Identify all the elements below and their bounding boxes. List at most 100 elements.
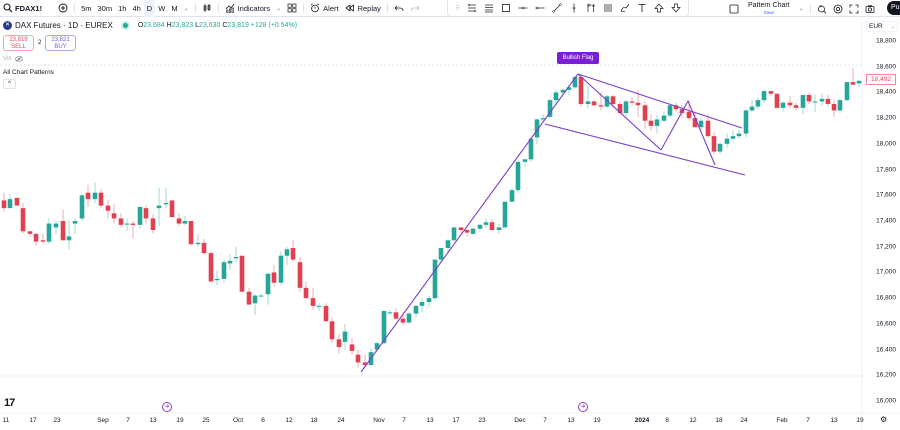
price-tick-label: 17,600	[876, 191, 896, 199]
pattern-trendline[interactable]	[360, 73, 579, 373]
high-label: H	[166, 22, 172, 29]
pattern-trendline[interactable]	[577, 73, 662, 151]
price-tick-label: 17,800	[876, 166, 896, 174]
candle	[749, 100, 755, 112]
currency-selector[interactable]: EUR ⌄	[866, 21, 898, 32]
interval-4h[interactable]: 4h	[132, 3, 141, 13]
tradingview-logo[interactable]: 17	[4, 397, 15, 409]
layout-checkbox[interactable]	[726, 0, 742, 17]
price-range-tool[interactable]	[582, 0, 599, 17]
dividend-event-icon[interactable]: ➔	[578, 402, 588, 412]
time-tick-label: Nov	[373, 417, 385, 424]
dividend-event-icon[interactable]: ➔	[162, 402, 172, 412]
legend-title[interactable]: DAX Futures · 1D · EUREX	[15, 21, 113, 30]
horizontal-line-tool[interactable]	[531, 0, 548, 17]
snapshot-button[interactable]	[862, 0, 878, 17]
eye-hidden-icon[interactable]	[15, 56, 24, 62]
layouts-button[interactable]	[284, 0, 300, 17]
search-icon	[3, 3, 13, 13]
chart-type-button[interactable]	[199, 0, 215, 17]
candle	[540, 114, 546, 121]
last-price-label: 18,492	[866, 74, 896, 85]
candle	[648, 114, 654, 131]
horizontal-ray-tool[interactable]	[514, 0, 531, 17]
symbol-search[interactable]: FDAX1!	[0, 0, 45, 17]
layout-dropdown[interactable]: ⌄	[798, 6, 804, 12]
high-value: 23,823	[171, 22, 194, 29]
sell-button[interactable]: 23,819 SELL	[3, 35, 34, 51]
indicators-button[interactable]: Indicators	[222, 0, 274, 17]
rectangle-tool[interactable]	[497, 0, 514, 17]
drag-handle[interactable]: ⠿	[455, 5, 460, 12]
candle	[169, 200, 175, 218]
redo-button[interactable]	[407, 0, 423, 17]
horizontal-line-icon	[535, 6, 545, 10]
interval-dropdown[interactable]: ⌄	[183, 5, 189, 12]
text-tool[interactable]	[633, 0, 650, 17]
publish-button[interactable]: Pu	[887, 1, 900, 15]
interval-d[interactable]: D	[143, 0, 156, 17]
candle	[163, 187, 169, 209]
compare-button[interactable]	[55, 0, 71, 17]
text-notes-tool[interactable]	[599, 0, 616, 17]
interval-5m[interactable]: 5m	[81, 3, 92, 13]
price-tick-label: 17,000	[876, 268, 896, 276]
vertical-line-tool[interactable]	[565, 0, 582, 17]
interval-30m[interactable]: 30m	[97, 3, 113, 13]
quick-search-icon	[817, 4, 826, 14]
candle	[515, 160, 521, 193]
candle	[381, 311, 387, 345]
layout-name-button[interactable]: Pattern Chart Save	[742, 0, 796, 17]
square-icon	[729, 4, 739, 13]
quick-search-button[interactable]	[814, 0, 830, 17]
price-axis[interactable]: 18,800 18,600 18,400 18,200 18,000 17,800 17,6…	[862, 17, 900, 413]
undo-button[interactable]	[391, 0, 407, 17]
interval-m[interactable]: M	[171, 3, 178, 13]
candle	[553, 89, 559, 103]
fullscreen-icon	[849, 4, 859, 13]
trend-line-tool[interactable]	[548, 0, 565, 17]
fullscreen-button[interactable]	[846, 0, 862, 17]
candle	[413, 304, 419, 318]
buy-button[interactable]: 23,821 BUY	[45, 35, 76, 51]
candle	[787, 96, 793, 108]
time-tick-label: Sep	[97, 417, 109, 424]
collapse-legend-button[interactable]: ^	[3, 79, 16, 89]
pitchfork-tool[interactable]	[463, 0, 480, 17]
candle	[528, 137, 534, 162]
candle	[342, 323, 348, 350]
time-axis[interactable]: 11 17 23 Sep 7 13 19 25 Oct 6 12 18 24 Nov 7 13 17 23 Dec 7…	[0, 413, 864, 430]
pattern-trendline[interactable]	[577, 73, 743, 129]
market-open-icon	[122, 23, 128, 28]
candle	[698, 116, 704, 133]
indicators-dropdown[interactable]: ⌄	[276, 5, 282, 12]
trend-line-icon	[552, 3, 562, 13]
time-tick-label: 7	[543, 417, 547, 424]
replay-button[interactable]: Replay	[342, 0, 384, 17]
pattern-label-badge[interactable]: Bullish Flag	[557, 52, 599, 64]
arrow-down-tool[interactable]	[667, 0, 684, 17]
symbol-logo-icon: ✕	[3, 21, 12, 30]
alert-button[interactable]: Alert	[307, 0, 341, 17]
pattern-trendline[interactable]	[544, 123, 746, 176]
candle	[124, 218, 130, 232]
candle	[743, 109, 749, 138]
fib-tool[interactable]	[480, 0, 497, 17]
candle	[667, 105, 673, 117]
candle	[316, 303, 322, 311]
brush-tool[interactable]	[616, 0, 633, 17]
candle	[458, 227, 464, 234]
plus-circle-icon	[58, 3, 68, 13]
arrow-up-tool[interactable]	[650, 0, 667, 17]
pattern-trendline[interactable]	[687, 100, 716, 166]
candle	[578, 75, 584, 107]
interval-w[interactable]: W	[158, 3, 166, 13]
interval-1h[interactable]: 1h	[118, 3, 127, 13]
candle	[362, 354, 368, 368]
settings-button[interactable]	[830, 0, 846, 17]
indicator-name[interactable]: All Chart Patterns	[3, 69, 54, 76]
candle	[239, 255, 245, 292]
axis-settings-icon[interactable]: ⚙	[880, 415, 888, 424]
candle	[673, 102, 679, 112]
